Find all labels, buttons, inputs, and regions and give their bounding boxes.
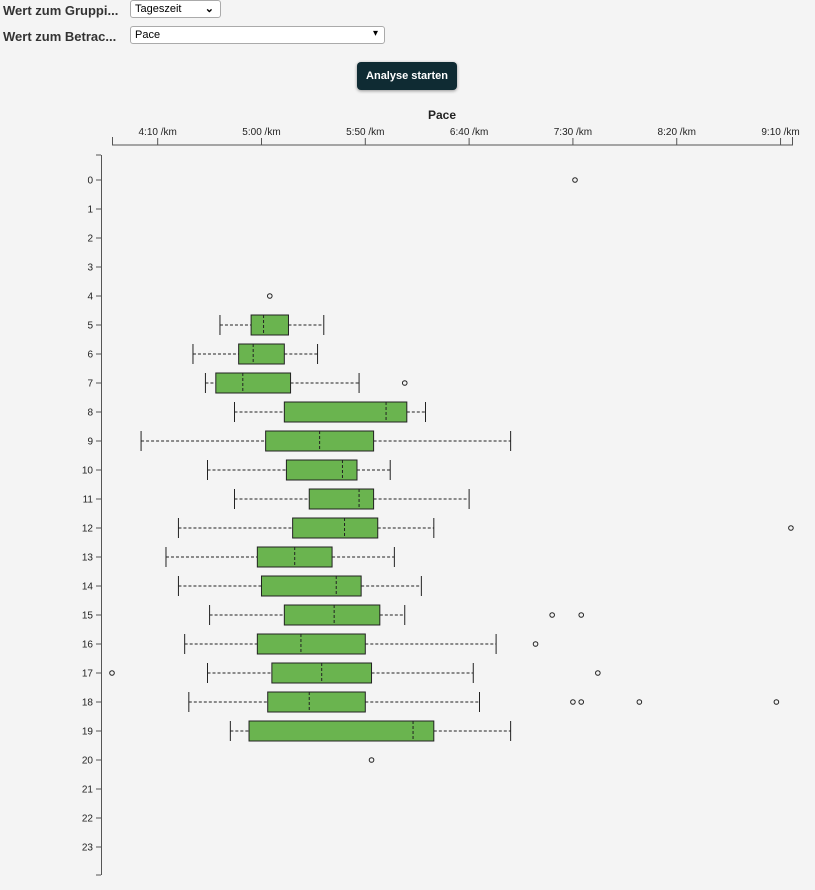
box	[215, 372, 292, 394]
outlier-point	[788, 525, 794, 531]
y-tick-label: 3	[87, 263, 93, 274]
group-by-select[interactable]: Tageszeit ⌄	[130, 0, 221, 18]
box	[285, 459, 358, 481]
x-tick-label: 5:50 /km	[346, 127, 384, 138]
outlier-point	[595, 670, 601, 676]
box	[256, 633, 366, 655]
y-tick-label: 20	[82, 756, 94, 767]
y-tick-label: 16	[82, 640, 94, 651]
x-tick-label: 5:00 /km	[242, 127, 280, 138]
group-by-label: Wert zum Gruppi...	[3, 3, 119, 18]
box	[267, 691, 366, 713]
chart-title: Pace	[428, 108, 456, 122]
outlier-point	[109, 670, 115, 676]
y-tick-label: 4	[87, 292, 93, 303]
y-tick-label: 2	[87, 234, 93, 245]
y-tick-label: 18	[82, 698, 94, 709]
y-tick-label: 1	[87, 205, 93, 216]
x-tick-label: 7:30 /km	[554, 127, 592, 138]
box	[283, 401, 408, 423]
box	[260, 575, 362, 597]
view-value-select[interactable]: Pace ▾	[130, 26, 385, 44]
outlier-point	[570, 699, 576, 705]
outlier-point	[401, 380, 408, 386]
outlier-point	[773, 699, 780, 705]
outlier-point	[636, 699, 643, 705]
y-tick-label: 0	[87, 176, 93, 187]
box	[308, 488, 375, 510]
view-value: Pace	[135, 29, 161, 41]
y-tick-label: 12	[82, 524, 94, 535]
box	[238, 343, 285, 365]
y-tick-label: 8	[87, 408, 93, 419]
box	[283, 604, 381, 626]
view-value-label: Wert zum Betrac...	[3, 29, 117, 44]
box	[292, 517, 379, 539]
y-tick-label: 21	[82, 785, 94, 796]
outlier-point	[266, 293, 273, 299]
y-tick-label: 15	[82, 611, 94, 622]
group-by-value: Tageszeit	[135, 3, 182, 15]
start-analysis-button[interactable]: Analyse starten	[357, 62, 457, 90]
x-tick-label: 6:40 /km	[450, 127, 488, 138]
outlier-point	[532, 641, 539, 647]
y-tick-label: 10	[82, 466, 94, 477]
x-tick-label: 4:10 /km	[138, 127, 176, 138]
y-tick-label: 14	[82, 582, 94, 593]
box	[250, 314, 289, 336]
outlier-point	[578, 699, 585, 705]
y-tick-label: 13	[82, 553, 94, 564]
y-tick-label: 9	[87, 437, 93, 448]
y-tick-label: 5	[87, 321, 93, 332]
outlier-point	[578, 612, 585, 618]
y-tick-label: 19	[82, 727, 94, 738]
y-tick-label: 6	[87, 350, 93, 361]
dropdown-arrow-icon: ▾	[372, 28, 378, 39]
outlier-point	[572, 177, 578, 183]
y-tick-label: 11	[83, 495, 94, 506]
x-tick-label: 9:10 /km	[761, 127, 799, 138]
y-tick-label: 23	[82, 843, 94, 854]
y-tick-label: 7	[87, 379, 93, 390]
outlier-point	[549, 612, 555, 618]
y-tick-label: 17	[82, 669, 94, 680]
outlier-point	[368, 757, 375, 763]
chevron-down-icon: ⌄	[204, 3, 214, 15]
y-tick-label: 22	[82, 814, 94, 825]
x-tick-label: 8:20 /km	[658, 127, 696, 138]
box	[248, 720, 435, 742]
